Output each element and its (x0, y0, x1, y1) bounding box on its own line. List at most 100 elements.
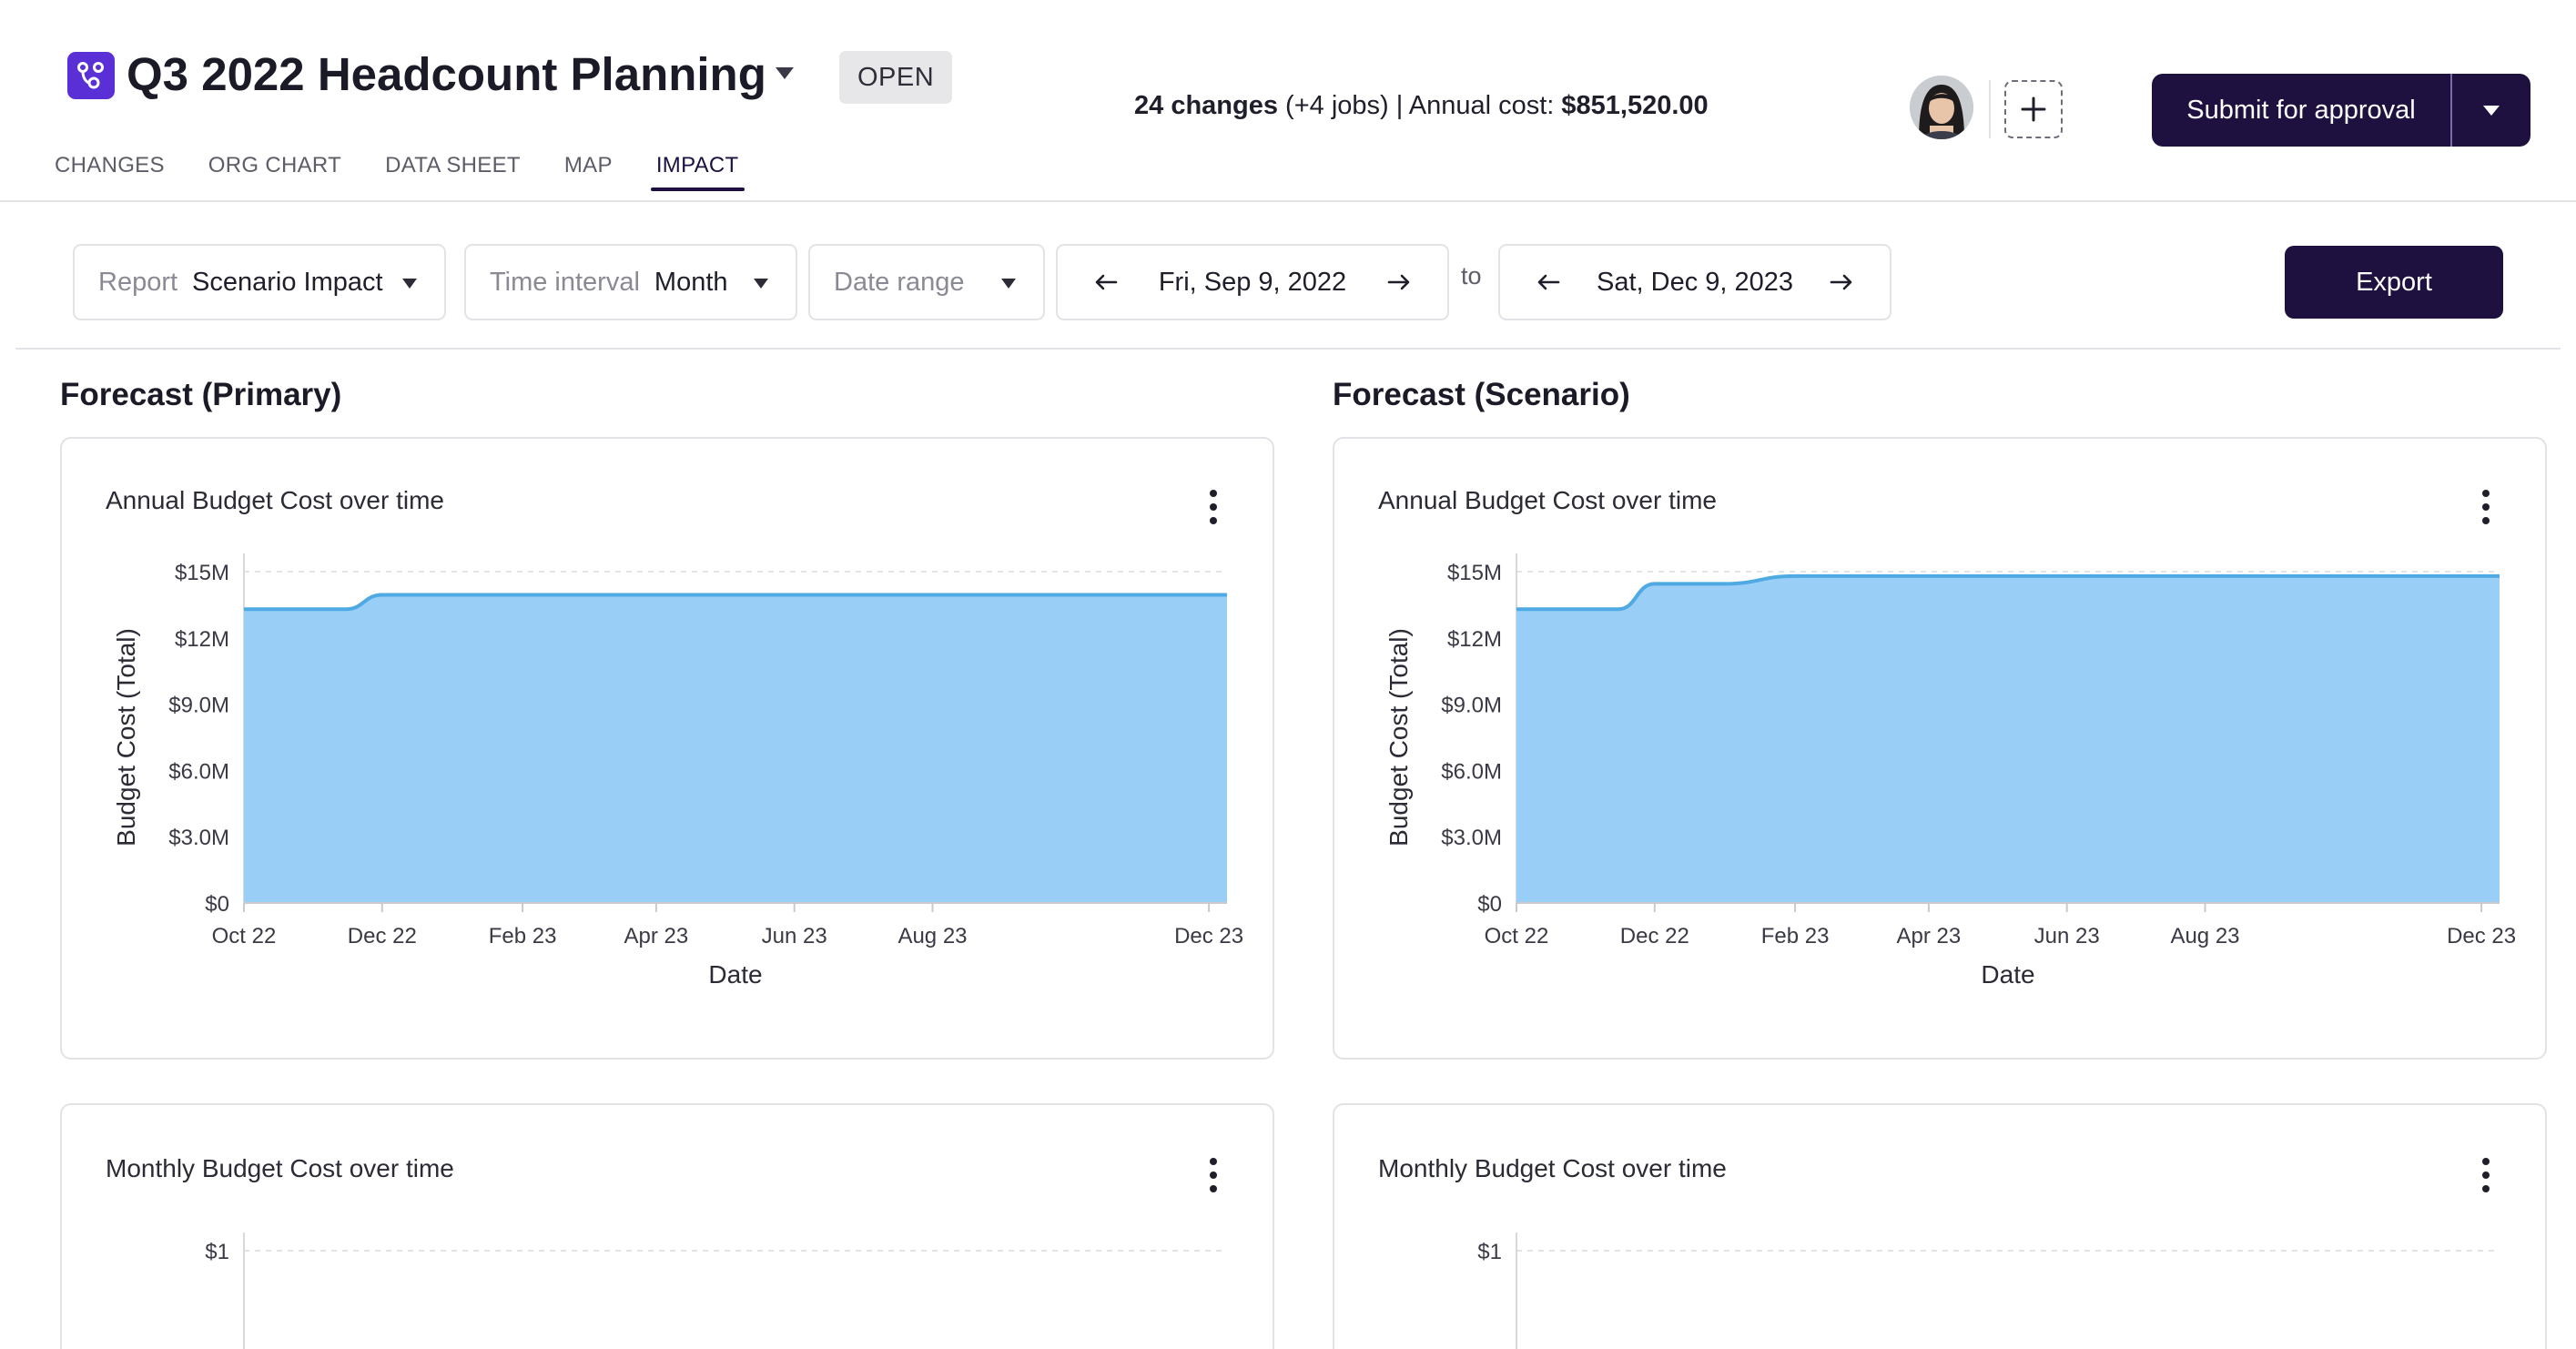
end-date-value[interactable]: Sat, Dec 9, 2023 (1596, 267, 1794, 297)
report-select[interactable]: Report Scenario Impact (73, 244, 446, 320)
x-tick-label: Feb 23 (489, 924, 557, 948)
x-tick-label: Feb 23 (1761, 924, 1830, 948)
caret-down-icon (1001, 279, 1016, 289)
arrow-right-icon (1387, 274, 1410, 290)
tab-changes[interactable]: CHANGES (55, 153, 165, 178)
time-interval-label: Time interval (490, 267, 640, 297)
x-tick-label: Apr 23 (1897, 924, 1962, 948)
start-date-value[interactable]: Fri, Sep 9, 2022 (1158, 267, 1347, 297)
divider (15, 348, 2561, 350)
next-start-date-button[interactable] (1385, 269, 1413, 296)
series-line (1516, 573, 2500, 612)
submit-label[interactable]: Submit for approval (2186, 95, 2416, 125)
series-area (244, 594, 1227, 903)
y-tick-label: $6.0M (1441, 759, 1502, 784)
y-tick-label: $9.0M (1441, 694, 1502, 718)
monthly-cost-chart-primary: $1 (205, 1232, 1227, 1349)
card-title: Annual Budget Cost over time (1378, 486, 1717, 514)
tab-impact[interactable]: IMPACT (650, 153, 745, 191)
change-summary: 24 changes (+4 jobs) | Annual cost: $851… (1134, 91, 1709, 121)
x-tick-label: Dec 23 (1174, 924, 1243, 948)
submit-options-button[interactable] (2452, 74, 2530, 147)
y-tick-label: $3.0M (168, 826, 229, 850)
time-interval-value: Month (654, 267, 728, 297)
annual-cost-value: $851,520.00 (1561, 91, 1709, 120)
y-tick-label: $12M (1447, 627, 1502, 652)
section-title-scenario: Forecast (Scenario) (1333, 377, 1630, 412)
series-area (1516, 575, 2500, 903)
plus-icon (2021, 96, 2046, 122)
x-tick-label: Oct 22 (212, 924, 277, 948)
card-title: Monthly Budget Cost over time (106, 1154, 454, 1182)
page-title: Q3 2022 Headcount Planning (127, 48, 766, 100)
card-title: Monthly Budget Cost over time (1378, 1154, 1727, 1182)
y-tick-label: $6.0M (168, 759, 229, 784)
next-end-date-button[interactable] (1828, 269, 1855, 296)
x-tick-label: Dec 23 (2447, 924, 2516, 948)
add-collaborator-button[interactable] (2004, 80, 2063, 138)
arrow-left-icon (1537, 274, 1560, 290)
monthly-cost-card-primary: Monthly Budget Cost over time $1 (60, 1103, 1274, 1349)
annual-cost-card-scenario: Annual Budget Cost over time $0 $3.0M $6.0… (1333, 437, 2547, 1060)
more-options-icon[interactable] (1200, 1154, 1227, 1196)
status-badge: OPEN (839, 51, 953, 104)
annual-cost-chart-primary: $0 $3.0M $6.0M $9.0M $12M $15M Oct 22 Dec 22 Feb… (112, 553, 1243, 989)
arrow-left-icon (1095, 274, 1118, 290)
report-label: Report (98, 267, 178, 297)
section-title-primary: Forecast (Primary) (60, 377, 342, 412)
caret-down-icon (2483, 105, 2500, 116)
time-interval-select[interactable]: Time interval Month (464, 244, 797, 320)
y-tick-label: $1 (205, 1240, 229, 1264)
monthly-cost-chart-scenario: $1 (1477, 1232, 2500, 1349)
scenario-branch-icon (67, 52, 115, 99)
x-tick-label: Aug 23 (2170, 924, 2239, 948)
arrow-right-icon (1830, 274, 1852, 290)
monthly-cost-card-scenario: Monthly Budget Cost over time $1 (1333, 1103, 2547, 1349)
y-tick-label: $1 (1477, 1240, 1502, 1264)
tab-map[interactable]: MAP (563, 153, 613, 178)
export-button[interactable]: Export (2285, 246, 2503, 319)
y-tick-label: $0 (1477, 892, 1502, 917)
avatar[interactable] (1910, 76, 1973, 139)
more-options-icon[interactable] (2472, 1154, 2500, 1196)
x-axis-title: Date (1981, 960, 2034, 989)
to-label: to (1461, 262, 1482, 289)
tab-data-sheet[interactable]: DATA SHEET (385, 153, 521, 178)
y-axis-title: Budget Cost (Total) (112, 628, 140, 847)
x-tick-label: Jun 23 (2034, 924, 2100, 948)
y-tick-label: $0 (205, 892, 229, 917)
caret-down-icon[interactable] (776, 67, 794, 79)
date-range-select[interactable]: Date range (808, 244, 1045, 320)
tab-org-chart[interactable]: ORG CHART (208, 153, 342, 178)
x-tick-label: Aug 23 (898, 924, 967, 948)
y-tick-label: $15M (175, 561, 229, 585)
y-tick-label: $3.0M (1441, 826, 1502, 850)
divider (2450, 74, 2452, 147)
tab-bar: CHANGES ORG CHART DATA SHEET MAP IMPACT (55, 153, 783, 191)
divider (1989, 80, 1991, 138)
x-tick-label: Jun 23 (762, 924, 827, 948)
y-tick-label: $15M (1447, 561, 1502, 585)
y-tick-label: $9.0M (168, 694, 229, 718)
y-axis-title: Budget Cost (Total) (1384, 628, 1413, 847)
submit-for-approval-button[interactable]: Submit for approval (2152, 74, 2530, 147)
more-options-icon[interactable] (2472, 486, 2500, 528)
x-tick-label: Dec 22 (1620, 924, 1689, 948)
annual-cost-card-primary: Annual Budget Cost over time $0 $3.0M $6.0… (60, 437, 1274, 1060)
x-tick-label: Oct 22 (1485, 924, 1549, 948)
series-line (244, 593, 1228, 612)
end-date-picker: Sat, Dec 9, 2023 (1498, 244, 1891, 320)
jobs-text: (+4 jobs) | Annual cost: (1277, 91, 1562, 120)
caret-down-icon (402, 279, 417, 289)
more-options-icon[interactable] (1200, 486, 1227, 528)
caret-down-icon (754, 279, 768, 289)
divider (0, 200, 2576, 202)
prev-end-date-button[interactable] (1535, 269, 1562, 296)
changes-count: 24 changes (1134, 91, 1278, 120)
prev-start-date-button[interactable] (1092, 269, 1120, 296)
x-tick-label: Apr 23 (624, 924, 689, 948)
x-axis-title: Date (708, 960, 762, 989)
y-tick-label: $12M (175, 627, 229, 652)
date-range-label: Date range (834, 267, 965, 297)
card-title: Annual Budget Cost over time (106, 486, 444, 514)
